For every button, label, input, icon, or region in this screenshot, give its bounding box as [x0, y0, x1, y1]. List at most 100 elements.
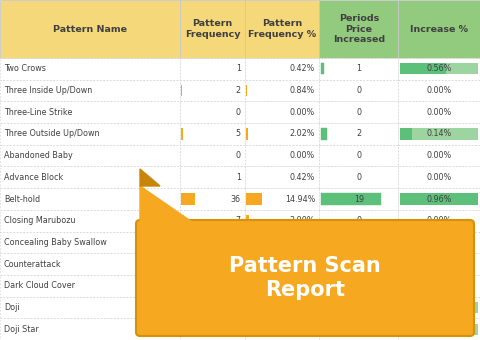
Bar	[180, 80, 245, 101]
Text: 1: 1	[236, 64, 241, 73]
Text: Pattern Name: Pattern Name	[53, 24, 127, 34]
Bar	[319, 123, 398, 145]
Bar	[180, 145, 245, 167]
Bar	[246, 302, 260, 313]
Bar	[0, 210, 180, 232]
Text: 2.02%: 2.02%	[290, 130, 315, 138]
Text: 0.00%: 0.00%	[427, 259, 452, 269]
Bar	[181, 302, 193, 313]
Text: 13: 13	[354, 303, 364, 312]
Text: Abandoned Baby: Abandoned Baby	[4, 151, 73, 160]
Text: 2: 2	[356, 130, 361, 138]
Bar	[398, 80, 480, 101]
Text: 0.00%: 0.00%	[290, 151, 315, 160]
Bar	[180, 253, 245, 275]
Bar	[319, 253, 398, 275]
Text: 19: 19	[354, 194, 364, 204]
Text: 0: 0	[356, 238, 361, 247]
Text: Counterattack: Counterattack	[4, 259, 61, 269]
Bar	[245, 210, 319, 232]
Text: Concealing Baby Swallow: Concealing Baby Swallow	[4, 238, 107, 247]
Bar	[0, 167, 180, 188]
Bar	[181, 85, 182, 96]
Text: 2: 2	[236, 86, 241, 95]
Text: 0: 0	[356, 151, 361, 160]
Bar	[0, 101, 180, 123]
Bar	[0, 123, 180, 145]
Text: 0.84%: 0.84%	[290, 86, 315, 95]
Text: Three Inside Up/Down: Three Inside Up/Down	[4, 86, 92, 95]
Bar	[180, 188, 245, 210]
Bar	[181, 215, 184, 226]
Text: Pattern
Frequency %: Pattern Frequency %	[248, 19, 316, 39]
Text: 0.00%: 0.00%	[427, 238, 452, 247]
Bar	[398, 232, 480, 253]
Bar	[398, 296, 480, 318]
Bar	[245, 101, 319, 123]
Bar	[246, 215, 249, 226]
Bar	[180, 210, 245, 232]
Bar	[398, 145, 480, 167]
Text: Pattern
Frequency: Pattern Frequency	[185, 19, 240, 39]
Bar	[245, 145, 319, 167]
Polygon shape	[140, 186, 195, 224]
Bar	[180, 318, 245, 340]
Bar	[319, 58, 398, 80]
Bar	[400, 128, 478, 139]
Text: Three-Line Strike: Three-Line Strike	[4, 108, 72, 117]
Text: 5: 5	[236, 130, 241, 138]
Bar	[245, 188, 319, 210]
Bar	[398, 275, 480, 296]
Bar	[0, 188, 180, 210]
Text: 0.00%: 0.00%	[290, 238, 315, 247]
Bar	[398, 58, 480, 80]
Text: 3: 3	[356, 325, 361, 334]
Bar	[319, 101, 398, 123]
Bar	[181, 128, 183, 139]
Bar	[180, 167, 245, 188]
Text: Belt-hold: Belt-hold	[4, 194, 40, 204]
Text: 0.34%: 0.34%	[427, 303, 452, 312]
Text: 2.90%: 2.90%	[290, 216, 315, 225]
Text: Advance Block: Advance Block	[4, 173, 63, 182]
Bar	[398, 101, 480, 123]
Bar	[0, 80, 180, 101]
Bar	[400, 302, 478, 313]
Text: 0: 0	[236, 108, 241, 117]
Text: 0: 0	[356, 86, 361, 95]
Bar	[180, 123, 245, 145]
Bar	[319, 145, 398, 167]
Text: 0.56%: 0.56%	[427, 64, 452, 73]
Bar	[0, 58, 180, 80]
Bar	[319, 80, 398, 101]
Text: 0: 0	[356, 108, 361, 117]
Text: 0: 0	[356, 259, 361, 269]
Bar	[180, 58, 245, 80]
Bar	[398, 188, 480, 210]
Text: 2.92%: 2.92%	[289, 325, 315, 334]
Bar	[319, 188, 398, 210]
Text: 0.00%: 0.00%	[427, 216, 452, 225]
Text: Periods
Price
Increased: Periods Price Increased	[333, 14, 385, 44]
Bar	[245, 58, 319, 80]
Bar	[400, 128, 412, 139]
Bar	[245, 0, 319, 58]
Bar	[180, 296, 245, 318]
Bar	[245, 167, 319, 188]
Bar	[400, 302, 428, 313]
Bar	[398, 123, 480, 145]
Polygon shape	[140, 169, 160, 186]
Text: Closing Marubozu: Closing Marubozu	[4, 216, 75, 225]
Text: 0: 0	[356, 281, 361, 290]
Bar	[245, 123, 319, 145]
Text: 0: 0	[236, 151, 241, 160]
Text: 0.96%: 0.96%	[427, 194, 452, 204]
Bar	[245, 232, 319, 253]
Text: 13.28%: 13.28%	[285, 303, 315, 312]
Bar	[319, 232, 398, 253]
Text: 32: 32	[231, 303, 241, 312]
Bar	[319, 167, 398, 188]
Bar	[319, 296, 398, 318]
Text: 14.94%: 14.94%	[285, 194, 315, 204]
Bar	[0, 253, 180, 275]
